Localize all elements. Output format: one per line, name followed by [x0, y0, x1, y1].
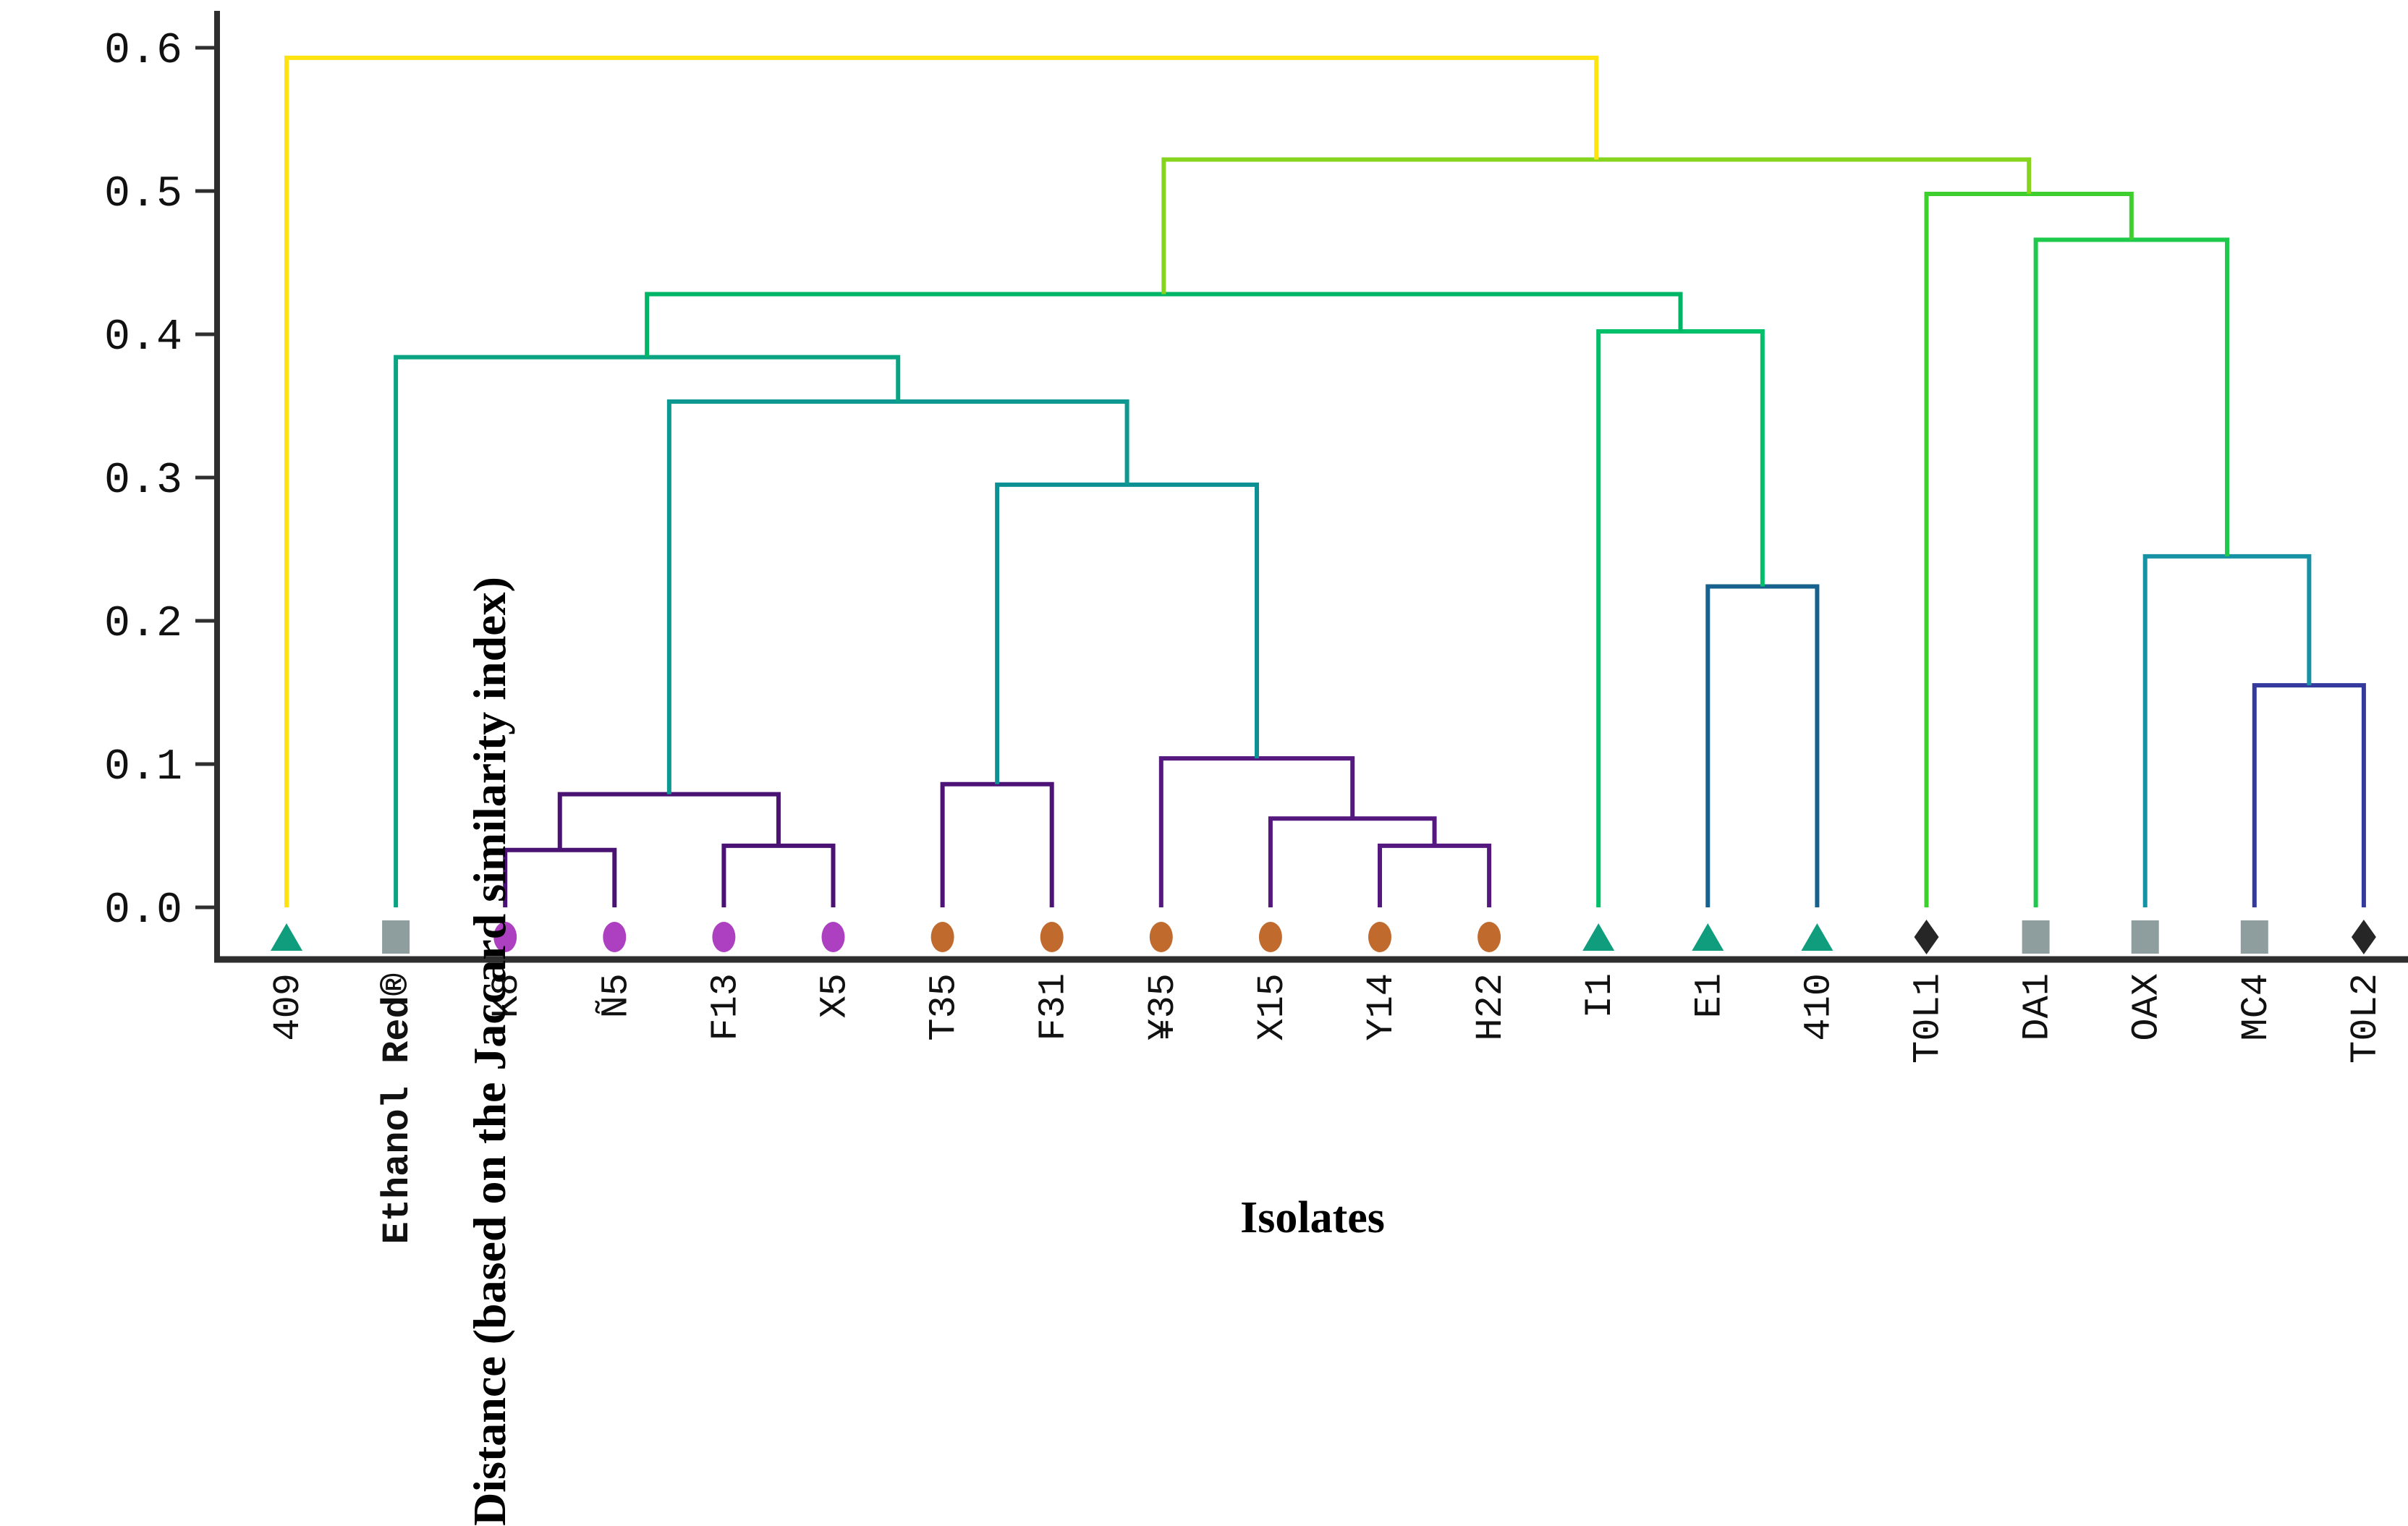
leaf-label: Y14	[1360, 973, 1403, 1041]
leaf-label: Ñ5	[595, 973, 637, 1018]
circle-marker	[1149, 922, 1173, 952]
square-marker	[2240, 920, 2268, 954]
dendrogram-link	[2033, 237, 2230, 907]
leaf-label: H22	[1470, 973, 1512, 1041]
leaf-label: T0L2	[2344, 973, 2387, 1064]
dendrogram-link	[1161, 157, 2032, 294]
y-tick-label: 0.2	[104, 600, 182, 649]
dendrogram-link	[721, 843, 836, 907]
y-tick-label: 0.3	[104, 457, 182, 506]
y-tick-label: 0.0	[104, 886, 182, 936]
leaf-label: X5	[814, 973, 857, 1018]
dendrogram-link	[284, 55, 1599, 907]
dendrogram-link	[1705, 584, 1820, 907]
leaf-label: 409	[267, 973, 310, 1041]
y-tick-label: 0.6	[104, 27, 182, 76]
dendrogram-link	[1596, 329, 1765, 907]
leaf-label: E1	[1688, 973, 1731, 1018]
dendrogram-link	[666, 399, 1129, 794]
y-tick-label: 0.4	[104, 313, 182, 363]
leaf-label: K8	[486, 973, 528, 1018]
circle-marker	[930, 922, 954, 952]
circle-marker	[1040, 922, 1064, 952]
leaf-label: ¥35	[1142, 973, 1184, 1041]
leaf-label: T35	[923, 973, 966, 1041]
dendrogram-link	[503, 847, 617, 907]
y-tick-label: 0.1	[104, 743, 182, 792]
circle-marker	[712, 922, 736, 952]
leaf-label: X15	[1251, 973, 1294, 1041]
leaf-label: OAX	[2126, 973, 2169, 1041]
leaf-label: MC4	[2235, 973, 2278, 1041]
triangle-marker	[1582, 923, 1615, 951]
dendrogram-link	[1378, 843, 1492, 907]
circle-marker	[1478, 922, 1501, 952]
dendrogram-link	[940, 781, 1054, 907]
circle-marker	[1258, 922, 1282, 952]
diamond-marker	[2351, 920, 2376, 954]
leaf-label: F31	[1033, 973, 1075, 1041]
dendrogram-link	[2142, 554, 2312, 907]
leaf-label: DA1	[2017, 973, 2059, 1041]
y-tick-label: 0.5	[104, 170, 182, 219]
leaf-label: F13	[704, 973, 747, 1041]
dendrogram-figure: 0.0 0.1 0.2 0.3 0.4 0.5 0.6 409 Ethanol Red® K8 Ñ5…	[104, 11, 2408, 1526]
circle-marker	[821, 922, 845, 952]
triangle-marker	[1801, 923, 1833, 951]
square-marker	[2022, 920, 2050, 954]
circle-marker	[493, 922, 517, 952]
square-marker	[2131, 920, 2159, 954]
dendrogram-link	[557, 792, 781, 850]
circle-marker	[603, 922, 627, 952]
dendrogram-link	[995, 482, 1260, 784]
leaf-label: T0L1	[1907, 973, 1950, 1064]
x-axis-title: Isolates	[1240, 1193, 1385, 1242]
circle-marker	[1368, 922, 1391, 952]
dendrogram-link	[645, 292, 1683, 357]
triangle-marker	[1692, 923, 1724, 951]
dendrogram-link	[1268, 816, 1437, 907]
leaf-label: 410	[1797, 973, 1840, 1041]
diamond-marker	[1914, 920, 1939, 954]
y-axis-title: Distance (based on the Jaccard similarit…	[463, 577, 515, 1526]
triangle-marker	[271, 923, 302, 951]
dendrogram-canvas: 0.0 0.1 0.2 0.3 0.4 0.5 0.6 409 Ethanol Red® K8 Ñ5…	[104, 11, 2408, 1244]
dendrogram-link	[2252, 683, 2366, 907]
leaf-label: Ethanol Red®	[376, 973, 419, 1242]
square-marker	[382, 920, 410, 954]
leaf-label: I1	[1579, 973, 1621, 1018]
dendrogram-link	[1924, 191, 2134, 907]
dendrogram-link	[1158, 756, 1355, 907]
